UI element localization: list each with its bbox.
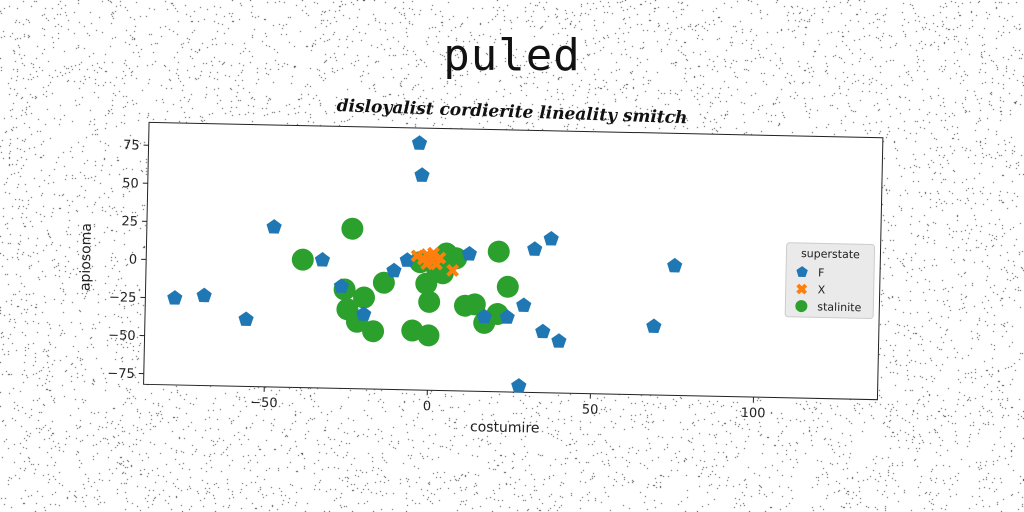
y-tick-label: −75 <box>107 366 135 382</box>
x-tick-label: 50 <box>582 402 599 417</box>
legend-label: X <box>818 283 826 296</box>
data-point <box>445 247 468 270</box>
data-point <box>314 252 331 267</box>
y-tick-label: 50 <box>122 176 139 191</box>
data-point <box>372 271 395 294</box>
legend-title: superstate <box>801 247 860 261</box>
data-point <box>386 262 402 278</box>
x-axis: −50 0 50 100 <box>250 386 766 422</box>
data-point <box>333 278 350 293</box>
data-point <box>527 241 543 256</box>
y-tick-label: 25 <box>121 214 138 229</box>
data-point <box>410 249 424 263</box>
legend-marker <box>796 266 808 278</box>
x-axis-label: costumire <box>470 419 540 436</box>
data-point <box>476 308 493 324</box>
legend-label: F <box>818 266 825 279</box>
legend-marker <box>795 300 808 313</box>
data-point <box>399 252 415 267</box>
data-point <box>511 378 527 393</box>
y-tick-label: 75 <box>123 138 140 153</box>
legend-box <box>784 242 876 320</box>
data-point <box>414 167 430 182</box>
plot-area <box>143 121 884 401</box>
data-point <box>167 290 183 305</box>
data-point <box>499 309 515 324</box>
data-point <box>487 240 510 263</box>
data-points <box>167 135 683 393</box>
y-tick-label: 0 <box>129 253 138 268</box>
data-point <box>411 135 428 150</box>
data-point <box>496 275 519 298</box>
data-point <box>667 257 683 273</box>
data-point <box>418 290 441 313</box>
data-point <box>535 323 551 339</box>
data-point <box>356 306 372 321</box>
x-tick-label: −50 <box>250 396 278 412</box>
data-point <box>196 287 212 303</box>
data-point <box>420 248 434 262</box>
data-point <box>551 333 567 348</box>
data-point <box>516 297 532 312</box>
data-point <box>646 318 662 333</box>
x-tick-label: 100 <box>741 406 766 422</box>
y-tick-label: −50 <box>108 328 136 344</box>
legend-label: stalinite <box>817 300 862 314</box>
data-point <box>433 251 447 265</box>
y-axis: −75 −50 −25 0 25 50 75 <box>107 138 149 382</box>
y-axis-label: apiosoma <box>78 223 95 291</box>
data-point <box>461 246 478 261</box>
data-point <box>362 320 385 343</box>
legend-marker <box>796 283 808 295</box>
x-tick-label: 0 <box>423 399 432 414</box>
data-point <box>291 248 314 271</box>
data-point <box>463 293 486 316</box>
page-title: puled <box>443 30 581 81</box>
data-point <box>417 324 440 347</box>
data-point <box>266 219 282 234</box>
data-point <box>353 286 376 309</box>
data-point <box>415 272 438 295</box>
data-point <box>446 263 460 277</box>
data-point <box>341 217 364 240</box>
data-point <box>238 311 254 326</box>
data-point <box>543 231 559 246</box>
y-tick-label: −25 <box>109 290 137 306</box>
